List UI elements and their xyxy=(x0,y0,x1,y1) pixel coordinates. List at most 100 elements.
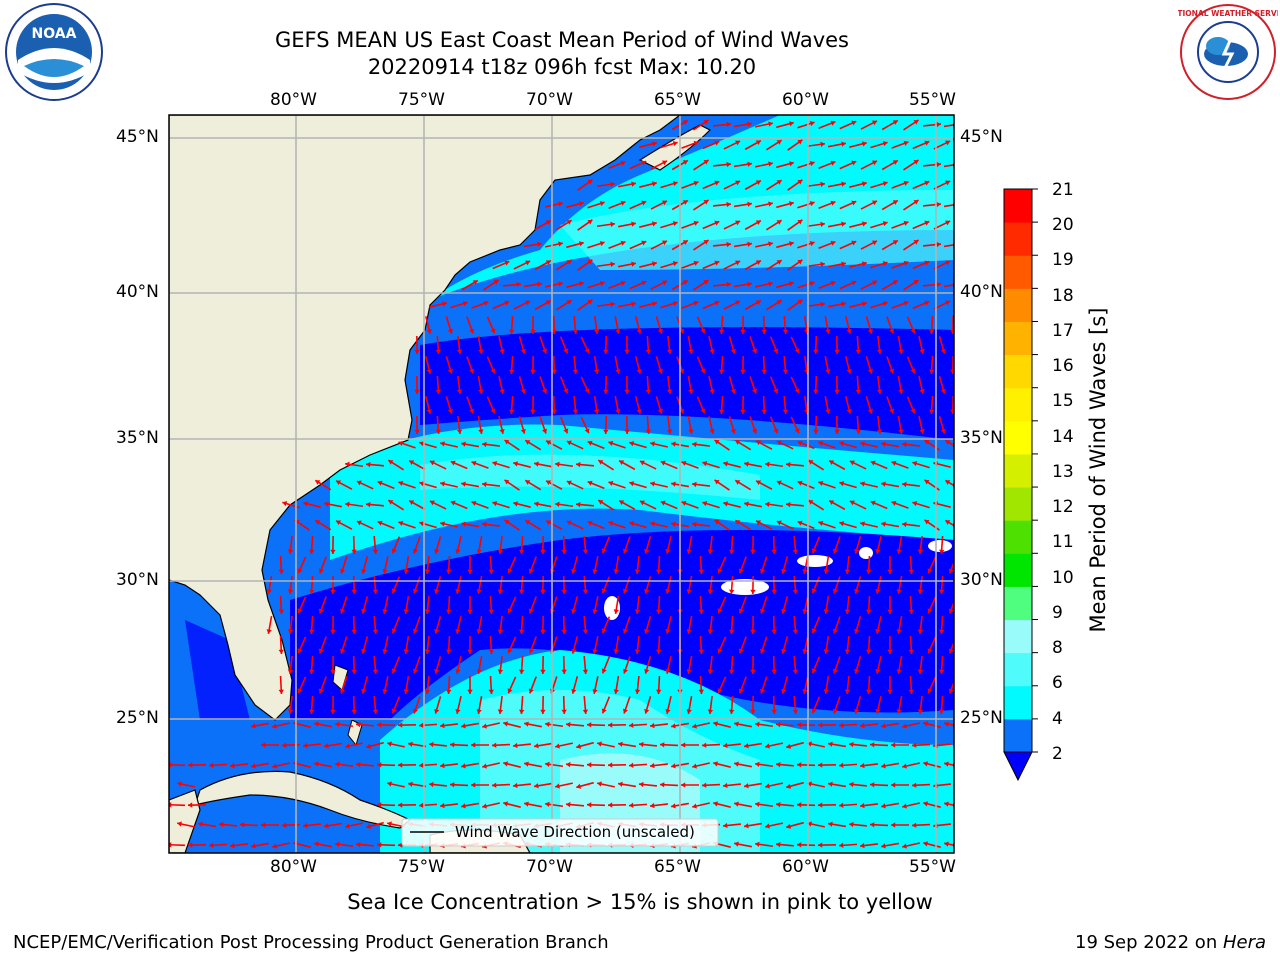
wind-arrow-head xyxy=(882,181,888,187)
wind-arrow-head xyxy=(713,801,719,807)
wind-arrow-head xyxy=(497,669,504,674)
wind-arrow-head xyxy=(898,349,904,354)
wind-arrow-head xyxy=(582,549,589,554)
colorbar-segment xyxy=(1004,387,1032,422)
wind-arrow-head xyxy=(545,801,550,807)
wind-arrow-head xyxy=(752,348,758,354)
wind-arrow-head xyxy=(728,709,735,714)
wind-arrow-head xyxy=(820,181,825,187)
wind-arrow-head xyxy=(832,548,838,554)
wind-arrow-head xyxy=(508,369,515,374)
wind-arrow-head xyxy=(620,240,626,246)
wind-arrow-head xyxy=(682,160,688,165)
wind-arrow-head xyxy=(656,689,662,694)
wind-arrow-head xyxy=(561,549,567,554)
wind-arrow-head xyxy=(387,741,392,747)
wind-arrow-head xyxy=(419,802,424,809)
wind-arrow-head xyxy=(634,569,641,574)
wind-arrow-head xyxy=(693,260,699,266)
wind-arrow-head xyxy=(781,688,787,694)
wind-arrow-head xyxy=(566,220,572,225)
wind-arrow-head xyxy=(587,802,592,808)
wind-arrow-head xyxy=(841,181,846,187)
wind-arrow-head xyxy=(797,139,803,145)
wind-arrow-head xyxy=(761,329,767,334)
wind-arrow-head xyxy=(756,440,762,446)
wind-arrow-head xyxy=(446,569,452,574)
wind-arrow-head xyxy=(896,669,902,674)
wind-arrow-head xyxy=(608,722,613,728)
cb-tick-19: 19 xyxy=(1052,250,1074,270)
wind-arrow-head xyxy=(429,781,434,788)
cb-tick-20: 20 xyxy=(1052,215,1074,235)
wind-arrow-head xyxy=(372,549,379,554)
wind-arrow-head xyxy=(297,608,303,614)
wind-arrow-head xyxy=(601,668,607,674)
wind-arrow-head xyxy=(361,648,367,654)
wind-arrow-head xyxy=(735,300,741,306)
wind-arrow-head xyxy=(335,841,340,847)
wind-arrow-head xyxy=(839,842,844,849)
wind-arrow-head xyxy=(582,709,589,714)
wind-arrow-head xyxy=(440,802,445,809)
lon-label-top-65w: 65°W xyxy=(654,90,701,110)
wind-arrow-head xyxy=(622,708,628,714)
wind-arrow-head xyxy=(776,140,782,145)
wind-arrow-head xyxy=(455,589,461,594)
wind-arrow-head xyxy=(488,609,494,614)
wind-arrow-shaft xyxy=(943,284,954,288)
wind-arrow-head xyxy=(854,628,860,634)
wind-arrow-head xyxy=(540,669,546,674)
wind-arrow-head xyxy=(792,589,799,594)
wind-arrow-head xyxy=(693,180,699,186)
wind-arrow-head xyxy=(867,368,873,374)
wind-arrow-head xyxy=(482,723,487,729)
wind-arrow-head xyxy=(927,648,933,654)
wind-arrow-head xyxy=(759,568,766,574)
wind-arrow-head xyxy=(303,501,309,507)
wind-arrow-head xyxy=(507,648,513,654)
wind-arrow-head xyxy=(613,609,619,614)
wind-arrow-head xyxy=(776,220,782,225)
wind-arrow-head xyxy=(679,328,685,334)
wind-arrow-head xyxy=(429,741,434,748)
wind-arrow-head xyxy=(455,669,461,674)
wind-arrow-head xyxy=(592,609,598,614)
title-line-1: GEFS MEAN US East Coast Mean Period of W… xyxy=(275,28,849,52)
wind-arrow-head xyxy=(714,300,720,306)
wind-arrow-head xyxy=(403,569,409,574)
wind-arrow-head xyxy=(571,648,577,654)
wind-arrow-head xyxy=(382,649,388,654)
wind-arrow-head xyxy=(891,742,896,748)
wind-arrow-head xyxy=(908,649,914,654)
colorbar-segment xyxy=(1004,189,1032,223)
wind-arrow-head xyxy=(882,221,888,227)
wind-arrow-head xyxy=(717,648,723,654)
wind-arrow-head xyxy=(622,548,628,554)
wind-arrow-head xyxy=(414,429,420,434)
wind-arrow-head xyxy=(287,589,294,594)
wind-arrow-head xyxy=(811,628,817,634)
wind-arrow-head xyxy=(555,501,560,507)
wave-band-north-light xyxy=(560,190,954,270)
wind-arrow-head xyxy=(681,500,687,506)
wind-arrow-head xyxy=(782,369,789,374)
wind-arrow-head xyxy=(823,569,829,574)
colorbar-frame xyxy=(1003,188,1033,753)
wind-arrow-head xyxy=(551,409,557,414)
wind-arrow-head xyxy=(330,629,336,634)
wind-arrow-head xyxy=(318,648,324,654)
wind-arrow-head xyxy=(636,408,642,414)
wind-arrow-head xyxy=(913,120,919,125)
wind-arrow-head xyxy=(603,389,609,394)
wind-arrow-head xyxy=(188,802,193,808)
wind-arrow-head xyxy=(849,821,854,828)
lon-label-top-60w: 60°W xyxy=(782,90,829,110)
wind-arrow-head xyxy=(566,761,571,768)
wind-arrow-head xyxy=(823,689,829,694)
wind-arrow-head xyxy=(641,280,647,286)
wind-arrow-head xyxy=(282,822,287,828)
wind-arrow-head xyxy=(665,669,671,674)
wind-arrow-head xyxy=(518,589,525,594)
wind-arrow-head xyxy=(424,569,431,574)
